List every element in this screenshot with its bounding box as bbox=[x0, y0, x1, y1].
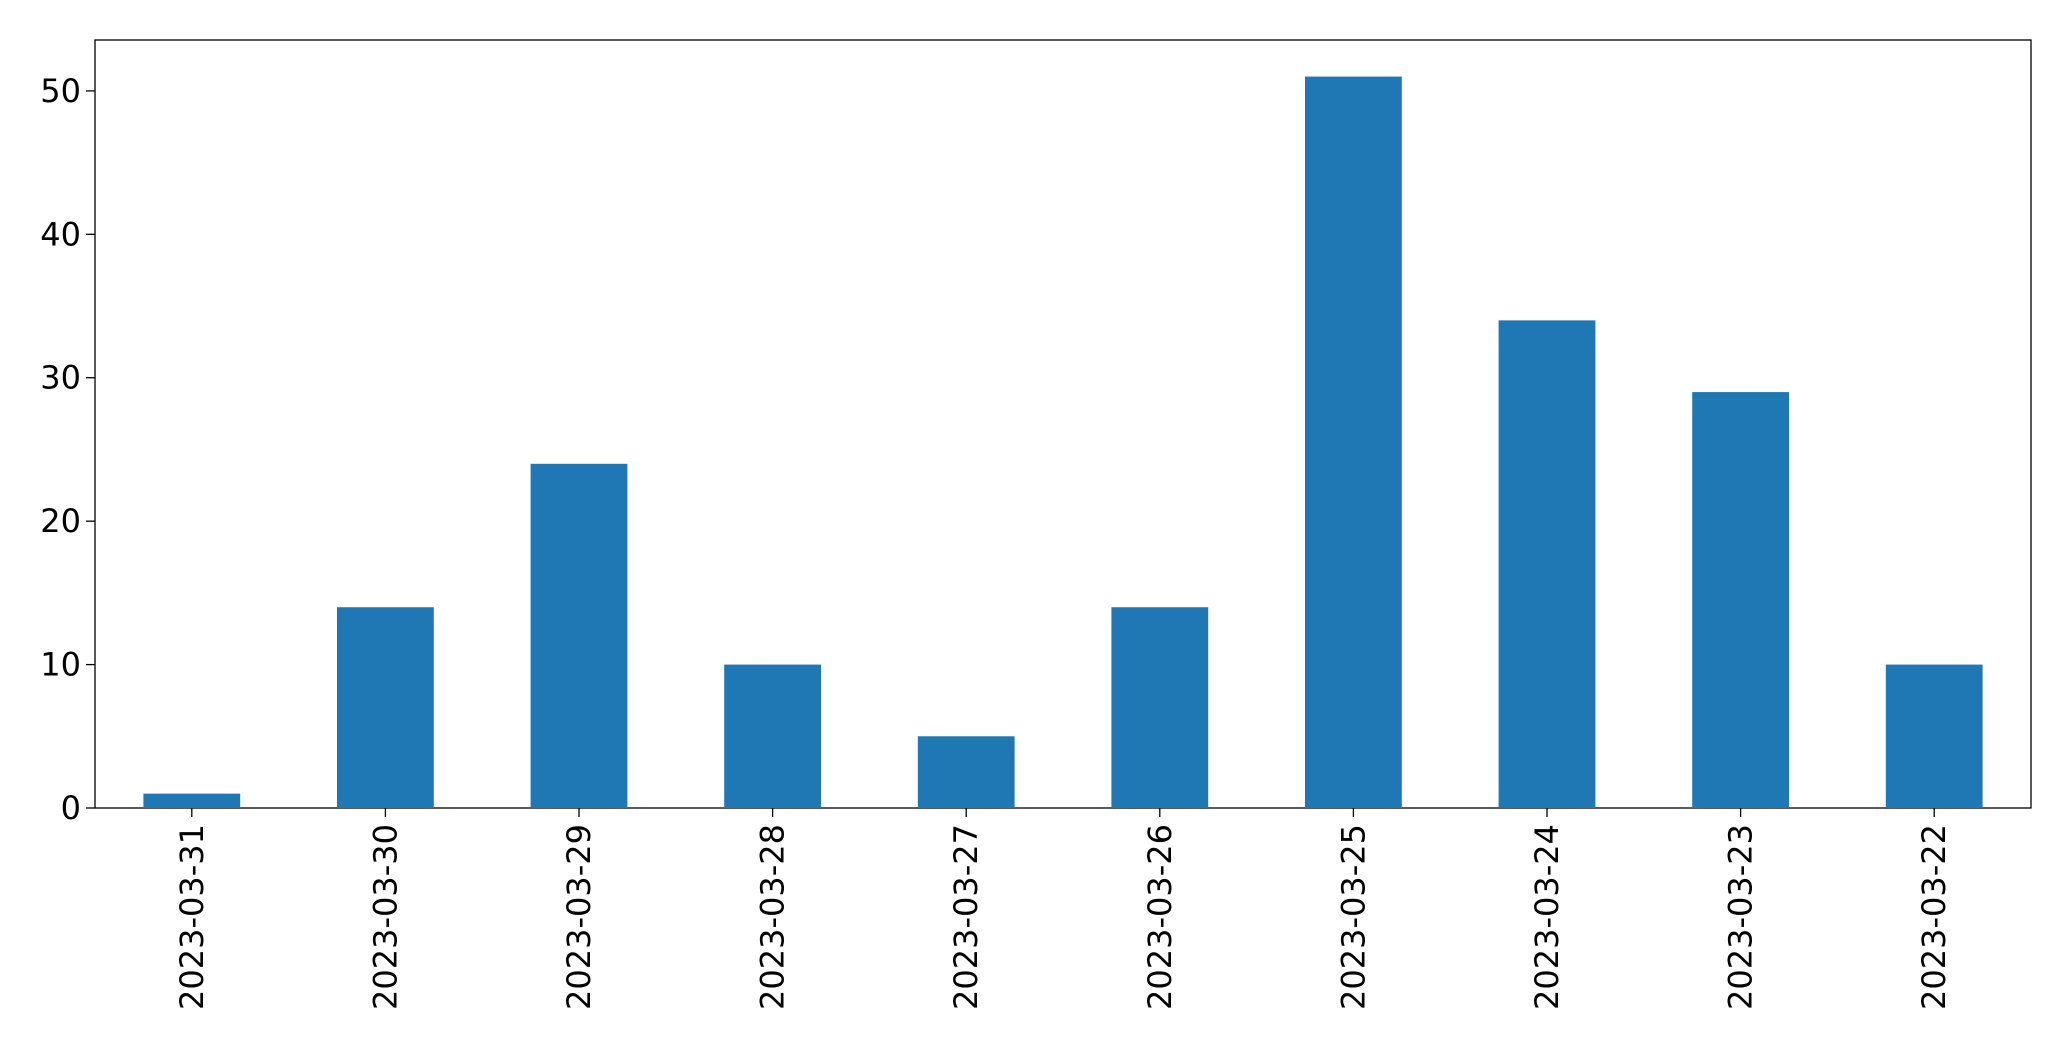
x-tick-label: 2023-03-31 bbox=[173, 824, 211, 1010]
bar bbox=[1885, 664, 1983, 808]
y-tick-label: 50 bbox=[40, 72, 81, 110]
bar bbox=[337, 607, 434, 808]
y-tick-label: 20 bbox=[40, 502, 81, 540]
bar bbox=[1498, 320, 1596, 808]
bar bbox=[1305, 76, 1402, 809]
x-tick-label: 2023-03-30 bbox=[366, 824, 404, 1010]
x-tick-label: 2023-03-23 bbox=[1722, 824, 1760, 1010]
bar bbox=[530, 463, 628, 808]
bar bbox=[724, 664, 821, 808]
x-tick-label: 2023-03-22 bbox=[1915, 824, 1953, 1010]
bar bbox=[143, 793, 241, 808]
y-tick-label: 40 bbox=[40, 215, 81, 253]
plot-frame bbox=[94, 39, 2032, 809]
x-tick-label: 2023-03-28 bbox=[754, 824, 792, 1010]
x-tick-label: 2023-03-26 bbox=[1141, 824, 1179, 1010]
bar bbox=[1692, 392, 1789, 808]
x-tick-label: 2023-03-25 bbox=[1334, 824, 1372, 1010]
x-tick-label: 2023-03-27 bbox=[947, 824, 985, 1010]
bar bbox=[1111, 607, 1209, 808]
bar bbox=[917, 736, 1015, 808]
y-tick-label: 30 bbox=[40, 359, 81, 397]
y-tick-label: 10 bbox=[40, 646, 81, 684]
x-tick-label: 2023-03-29 bbox=[560, 824, 598, 1010]
y-tick-label: 0 bbox=[61, 789, 81, 827]
x-tick-label: 2023-03-24 bbox=[1528, 824, 1566, 1010]
